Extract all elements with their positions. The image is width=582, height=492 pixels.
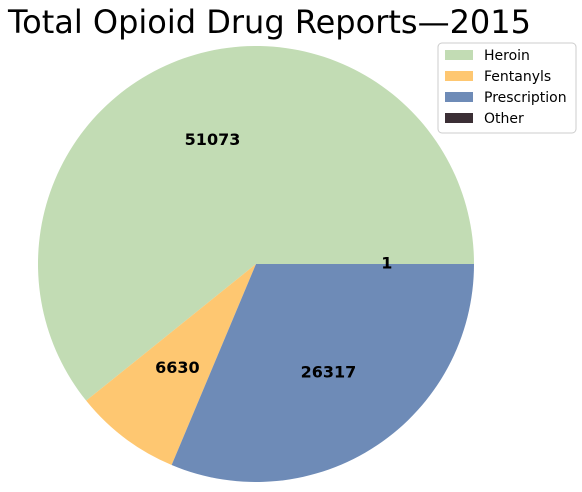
slice-label-heroin: 51073 xyxy=(185,130,241,149)
legend-label-prescription: Prescription xyxy=(484,90,567,106)
legend: Heroin Fentanyls Prescription Other xyxy=(437,42,577,134)
pie-slices xyxy=(37,45,474,483)
chart-title: Total Opioid Drug Reports—2015 xyxy=(7,3,531,41)
pie-slice-heroin xyxy=(37,45,474,401)
slice-label-fentanyls: 6630 xyxy=(155,358,200,377)
legend-swatch-prescription xyxy=(445,92,473,102)
legend-label-other: Other xyxy=(484,111,524,127)
legend-swatch-heroin xyxy=(445,50,473,60)
legend-box xyxy=(437,42,577,134)
legend-label-fentanyls: Fentanyls xyxy=(484,69,551,85)
pie-slice-prescription xyxy=(171,264,474,483)
legend-swatch-other xyxy=(445,113,473,123)
pie-slice-labels: 51073 6630 26317 1 xyxy=(155,130,392,381)
slice-label-prescription: 26317 xyxy=(301,362,357,381)
pie-slice-fentanyls xyxy=(86,264,256,466)
legend-label-heroin: Heroin xyxy=(484,48,530,64)
slice-label-other: 1 xyxy=(381,254,392,273)
legend-swatch-fentanyls xyxy=(445,71,473,81)
